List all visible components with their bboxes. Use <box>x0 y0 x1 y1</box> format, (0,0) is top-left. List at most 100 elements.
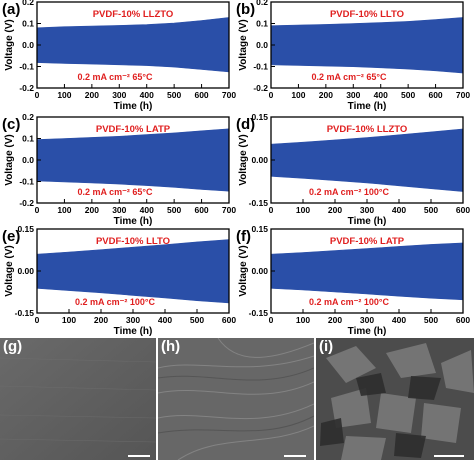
y-tick-label: 0.00 <box>251 266 268 276</box>
x-tick-label: 200 <box>328 205 342 215</box>
voltage-band <box>36 239 230 304</box>
x-tick-label: 0 <box>35 90 40 100</box>
sem-micrograph-i: (i) <box>316 338 474 460</box>
y-tick-label: -0.15 <box>249 308 269 318</box>
x-tick-label: 400 <box>392 315 406 325</box>
x-axis-label: Time (h) <box>348 101 387 112</box>
y-tick-label: 0.2 <box>256 0 268 7</box>
y-tick-label: -0.2 <box>19 83 34 93</box>
x-tick-label: 100 <box>296 205 310 215</box>
chart-panel-b: 0 100 200 300 400 500 600 700 -0.2 -0.1 0.0 0.1 0.2 T… <box>236 0 470 112</box>
y-tick-label: 0.0 <box>22 155 34 165</box>
x-tick-label: 300 <box>346 90 360 100</box>
x-tick-label: 400 <box>392 205 406 215</box>
x-tick-label: 400 <box>140 90 154 100</box>
x-tick-label: 200 <box>94 315 108 325</box>
y-tick-label: 0.1 <box>22 134 34 144</box>
x-tick-label: 700 <box>222 90 236 100</box>
x-tick-label: 600 <box>456 315 470 325</box>
y-tick-label: 0.00 <box>17 266 34 276</box>
x-axis-label: Time (h) <box>114 101 153 112</box>
sem-label-g: (g) <box>3 338 23 355</box>
panel-letter: (a) <box>2 1 20 18</box>
y-tick-label: -0.15 <box>15 308 35 318</box>
x-tick-label: 200 <box>319 90 333 100</box>
x-tick-label: 300 <box>112 205 126 215</box>
x-tick-label: 0 <box>269 315 274 325</box>
y-axis-label: Voltage (V) <box>4 19 15 70</box>
test-condition: 0.2 mA cm⁻² 65°C <box>311 72 387 82</box>
x-tick-label: 400 <box>374 90 388 100</box>
x-tick-label: 300 <box>112 90 126 100</box>
x-tick-label: 0 <box>269 205 274 215</box>
x-tick-label: 600 <box>456 205 470 215</box>
panel-letter: (e) <box>2 228 20 245</box>
chart-title: PVDF-10% LLTO <box>330 9 404 20</box>
x-axis-label: Time (h) <box>114 216 153 227</box>
voltage-band <box>36 17 230 73</box>
voltage-band <box>270 242 464 301</box>
chart-title: PVDF-10% LLZTO <box>93 9 174 20</box>
x-tick-label: 0 <box>35 205 40 215</box>
test-condition: 0.2 mA cm⁻² 65°C <box>77 187 153 197</box>
x-tick-label: 500 <box>167 90 181 100</box>
x-axis-label: Time (h) <box>348 326 387 337</box>
x-axis-label: Time (h) <box>114 326 153 337</box>
y-tick-label: -0.1 <box>19 177 34 187</box>
x-tick-label: 100 <box>296 315 310 325</box>
y-tick-label: 0.2 <box>22 0 34 7</box>
sem-micrograph-g: (g) <box>0 338 156 460</box>
chart-panel-a: 0 100 200 300 400 500 600 700 -0.2 -0.1 0.0 0.1 0.2 T… <box>2 0 236 112</box>
scale-bar-g <box>128 455 150 457</box>
x-tick-label: 500 <box>167 205 181 215</box>
y-axis-label: Voltage (V) <box>238 245 249 296</box>
panel-letter: (c) <box>2 116 20 133</box>
scale-bar-i <box>434 455 464 457</box>
test-condition: 0.2 mA cm⁻² 100°C <box>309 187 390 197</box>
panel-letter: (b) <box>236 1 255 18</box>
y-tick-label: 0.0 <box>256 40 268 50</box>
chart-title: PVDF-10% LLZTO <box>327 124 408 135</box>
y-axis-label: Voltage (V) <box>4 134 15 185</box>
x-tick-label: 0 <box>269 90 274 100</box>
sem-label-i: (i) <box>319 338 334 355</box>
x-tick-label: 500 <box>424 205 438 215</box>
y-tick-label: 0.0 <box>22 40 34 50</box>
y-tick-label: 0.00 <box>251 155 268 165</box>
chart-title: PVDF-10% LLTO <box>96 236 170 247</box>
y-tick-label: -0.2 <box>253 83 268 93</box>
x-tick-label: 700 <box>222 205 236 215</box>
chart-panel-c: 0 100 200 300 400 500 600 700 -0.2 -0.1 0.0 0.1 0.2 T… <box>2 112 236 227</box>
sem-texture-g <box>0 338 156 460</box>
x-tick-label: 300 <box>126 315 140 325</box>
x-tick-label: 100 <box>291 90 305 100</box>
x-tick-label: 200 <box>328 315 342 325</box>
y-tick-label: 0.2 <box>22 112 34 122</box>
x-tick-label: 200 <box>85 205 99 215</box>
x-tick-label: 100 <box>57 90 71 100</box>
x-tick-label: 700 <box>456 90 470 100</box>
x-tick-label: 100 <box>62 315 76 325</box>
x-tick-label: 400 <box>140 205 154 215</box>
y-tick-label: 0.1 <box>256 19 268 29</box>
x-tick-label: 0 <box>35 315 40 325</box>
x-tick-label: 300 <box>360 315 374 325</box>
sem-micrograph-h: (h) <box>158 338 314 460</box>
y-tick-label: 0.1 <box>22 19 34 29</box>
sem-texture-h <box>158 338 314 460</box>
voltage-band <box>270 17 464 74</box>
chart-panel-e: 0 100 200 300 400 500 600 -0.15 0.00 0.15 Time (h)… <box>2 224 236 337</box>
panel-letter: (d) <box>236 116 255 133</box>
test-condition: 0.2 mA cm⁻² 65°C <box>77 72 153 82</box>
x-tick-label: 500 <box>424 315 438 325</box>
x-tick-label: 100 <box>57 205 71 215</box>
y-axis-label: Voltage (V) <box>238 134 249 185</box>
x-tick-label: 600 <box>194 90 208 100</box>
chart-panel-f: 0 100 200 300 400 500 600 -0.15 0.00 0.15 Time (h)… <box>236 224 470 337</box>
y-tick-label: -0.1 <box>19 62 34 72</box>
chart-title: PVDF-10% LATP <box>330 236 405 247</box>
y-tick-label: 0.15 <box>251 224 268 234</box>
y-tick-label: -0.1 <box>253 62 268 72</box>
x-tick-label: 300 <box>360 205 374 215</box>
x-tick-label: 200 <box>85 90 99 100</box>
